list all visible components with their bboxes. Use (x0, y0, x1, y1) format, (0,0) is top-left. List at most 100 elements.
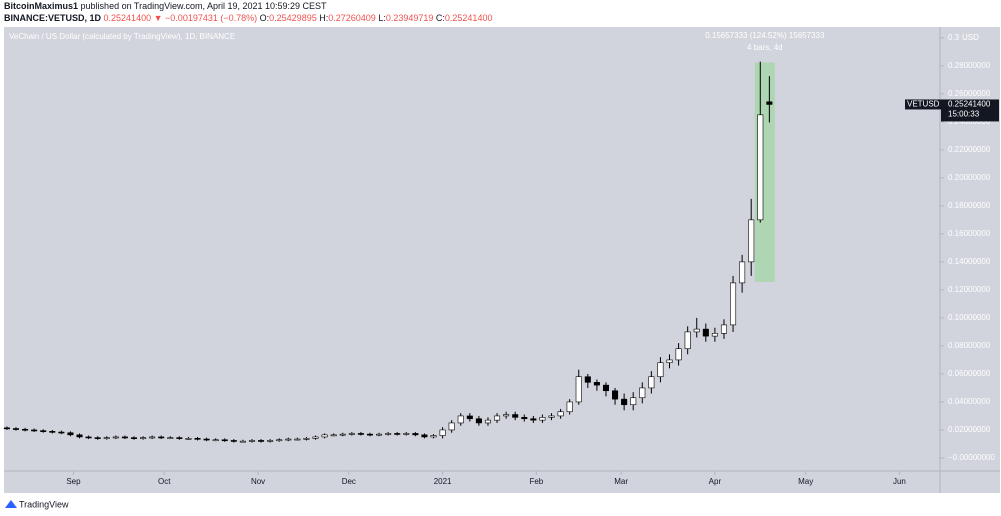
brand: TradingView (19, 499, 69, 509)
candle-body (239, 440, 246, 443)
candle-body (584, 376, 591, 383)
candle-body (121, 436, 128, 439)
candle-body (466, 415, 473, 420)
published: published on TradingView.com, April 19, … (81, 1, 327, 11)
candle-body (276, 439, 283, 442)
chart-background (4, 27, 1000, 493)
candle-body (67, 432, 74, 436)
chart-title: VeChain / US Dollar (calculated by Tradi… (9, 32, 235, 41)
candle-body (194, 438, 201, 440)
candle-body (494, 415, 501, 421)
candle-body (621, 398, 628, 406)
candle-body (539, 417, 546, 421)
candle-body (312, 436, 319, 439)
y-unit: USD (962, 33, 979, 42)
candle-body (739, 261, 746, 284)
candle-body (548, 415, 555, 418)
candle-body (267, 440, 274, 442)
x-tick-label: Nov (251, 477, 265, 486)
x-tick-label: Sep (66, 477, 81, 486)
candle-body (294, 438, 301, 441)
l: 0.23949719 (386, 13, 434, 23)
candle-body (457, 415, 464, 424)
arrow: ▼ (154, 13, 163, 23)
candle-body (248, 440, 256, 442)
candle-body (557, 411, 564, 417)
change: −0.00197431 (−0.78%) (165, 13, 257, 23)
candle-body (203, 438, 210, 441)
y-tick-label: 0.10000000 (948, 313, 991, 322)
y-tick-label: 0.16000000 (948, 229, 991, 238)
candle-body (439, 429, 446, 436)
o: 0.25429895 (269, 13, 317, 23)
candle-body (339, 433, 346, 436)
candle-body (357, 433, 364, 435)
candle-body (512, 414, 519, 418)
measure-bars: 4 bars, 4d (747, 43, 783, 52)
candle-body (258, 440, 265, 442)
l-label: L: (378, 13, 386, 23)
candle-body (130, 437, 138, 439)
candle-body (648, 376, 655, 389)
candle-body (766, 101, 773, 105)
candle-body (167, 437, 174, 439)
candle-body (448, 422, 455, 431)
candle-body (158, 436, 165, 439)
candle-body (176, 437, 183, 439)
price-tag-label: 0.25241400 (948, 100, 991, 109)
candle-body (430, 435, 437, 438)
y-tick-label: 0.06000000 (948, 369, 991, 378)
candle-body (76, 434, 83, 438)
header-line-1: BitcoinMaximus1 published on TradingView… (4, 1, 327, 11)
candle-body (85, 436, 92, 439)
y-tick-label: 0.12000000 (948, 285, 991, 294)
y-tick-label: 0.18000000 (948, 201, 991, 210)
y-tick-label: 0.22000000 (948, 145, 991, 154)
candle-body (412, 433, 419, 436)
candle-body (149, 436, 156, 439)
y-tick-label: 0.02000000 (948, 425, 991, 434)
candle-body (230, 440, 237, 442)
candle-body (693, 328, 700, 333)
candle-body (748, 219, 755, 263)
candle-body (575, 376, 582, 403)
candle-body (684, 331, 691, 350)
candle-body (303, 438, 310, 440)
candle-body (666, 359, 673, 364)
x-tick-label: May (798, 477, 813, 486)
candle-body (330, 434, 337, 437)
x-tick-label: Apr (709, 477, 722, 486)
candle-body (602, 384, 609, 392)
candle-body (711, 333, 718, 337)
y-tick-label: 0.14000000 (948, 257, 991, 266)
logo-icon (5, 500, 17, 508)
y-tick-label: 0.28000000 (948, 61, 991, 70)
candle-body (185, 438, 192, 440)
author: BitcoinMaximus1 (4, 1, 78, 11)
y-tick-label: 0.08000000 (948, 341, 991, 350)
candle-body (475, 418, 482, 424)
x-tick-label: Mar (614, 477, 628, 486)
candle-body (212, 439, 219, 442)
symbol-tag-label: VETUSD (907, 100, 940, 109)
c: 0.25241400 (445, 13, 493, 23)
y-tick-label: 0.3 (948, 33, 960, 42)
candle-body (385, 433, 392, 435)
h: 0.27260409 (328, 13, 376, 23)
candle-body (321, 434, 328, 438)
candle-body (348, 433, 355, 435)
x-tick-label: Jun (893, 477, 906, 486)
candle-body (730, 282, 737, 326)
candle-body (103, 437, 110, 439)
candle-body (140, 437, 147, 439)
c-label: C: (436, 13, 445, 23)
price-tag-countdown: 15:00:33 (948, 110, 980, 119)
candle-body (521, 417, 528, 420)
candle-body (675, 348, 682, 361)
candle-body (40, 430, 47, 432)
x-tick-label: 2021 (434, 477, 452, 486)
candle-body (757, 114, 764, 221)
h-label: H: (319, 13, 328, 23)
